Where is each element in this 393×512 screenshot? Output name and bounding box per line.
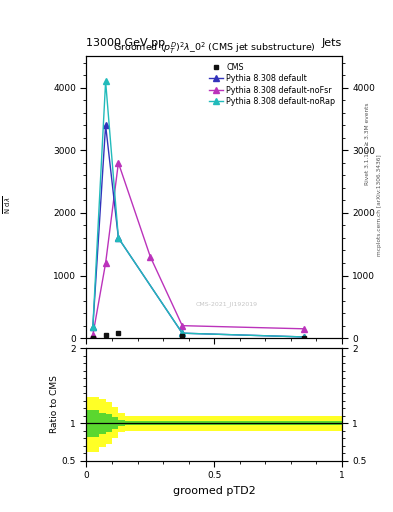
Pythia 8.308 default bbox=[116, 235, 121, 241]
Pythia 8.308 default bbox=[180, 330, 185, 336]
Text: $\frac{1}{\mathrm{N}}\frac{\mathrm{d}\,\mathrm{N}}{\mathrm{d}\,\lambda}$: $\frac{1}{\mathrm{N}}\frac{\mathrm{d}\,\… bbox=[0, 196, 13, 214]
Pythia 8.308 default-noFsr bbox=[180, 323, 185, 329]
CMS bbox=[180, 333, 185, 339]
CMS bbox=[103, 332, 108, 338]
Pythia 8.308 default-noRap bbox=[116, 235, 121, 241]
Pythia 8.308 default-noFsr bbox=[103, 260, 108, 266]
Line: CMS: CMS bbox=[90, 331, 306, 340]
Line: Pythia 8.308 default-noRap: Pythia 8.308 default-noRap bbox=[90, 79, 307, 340]
Pythia 8.308 default bbox=[103, 122, 108, 129]
Pythia 8.308 default-noFsr bbox=[301, 326, 306, 332]
X-axis label: groomed pTD2: groomed pTD2 bbox=[173, 486, 255, 496]
Pythia 8.308 default-noRap bbox=[103, 78, 108, 84]
CMS bbox=[116, 330, 121, 336]
Text: mcplots.cern.ch [arXiv:1306.3436]: mcplots.cern.ch [arXiv:1306.3436] bbox=[377, 154, 382, 255]
Title: Groomed $(p_T^D)^2\lambda\_0^2$ (CMS jet substructure): Groomed $(p_T^D)^2\lambda\_0^2$ (CMS jet… bbox=[113, 41, 316, 56]
Line: Pythia 8.308 default: Pythia 8.308 default bbox=[90, 122, 307, 340]
Y-axis label: Ratio to CMS: Ratio to CMS bbox=[50, 375, 59, 433]
Text: Jets: Jets bbox=[321, 37, 342, 48]
Pythia 8.308 default-noRap bbox=[301, 334, 306, 340]
Pythia 8.308 default-noRap bbox=[90, 324, 95, 330]
Pythia 8.308 default bbox=[301, 334, 306, 340]
Pythia 8.308 default-noRap bbox=[180, 330, 185, 336]
Pythia 8.308 default-noFsr bbox=[116, 160, 121, 166]
Line: Pythia 8.308 default-noFsr: Pythia 8.308 default-noFsr bbox=[90, 160, 307, 338]
Text: 13000 GeV pp: 13000 GeV pp bbox=[86, 37, 165, 48]
Legend: CMS, Pythia 8.308 default, Pythia 8.308 default-noFsr, Pythia 8.308 default-noRa: CMS, Pythia 8.308 default, Pythia 8.308 … bbox=[206, 60, 338, 109]
Text: CMS-2021_JI192019: CMS-2021_JI192019 bbox=[196, 302, 258, 307]
Pythia 8.308 default-noFsr bbox=[148, 253, 152, 260]
Pythia 8.308 default-noFsr bbox=[90, 332, 95, 338]
Pythia 8.308 default bbox=[90, 324, 95, 330]
CMS bbox=[90, 335, 95, 341]
CMS bbox=[301, 335, 306, 341]
Text: Rivet 3.1.10, ≥ 3.3M events: Rivet 3.1.10, ≥ 3.3M events bbox=[365, 102, 370, 185]
